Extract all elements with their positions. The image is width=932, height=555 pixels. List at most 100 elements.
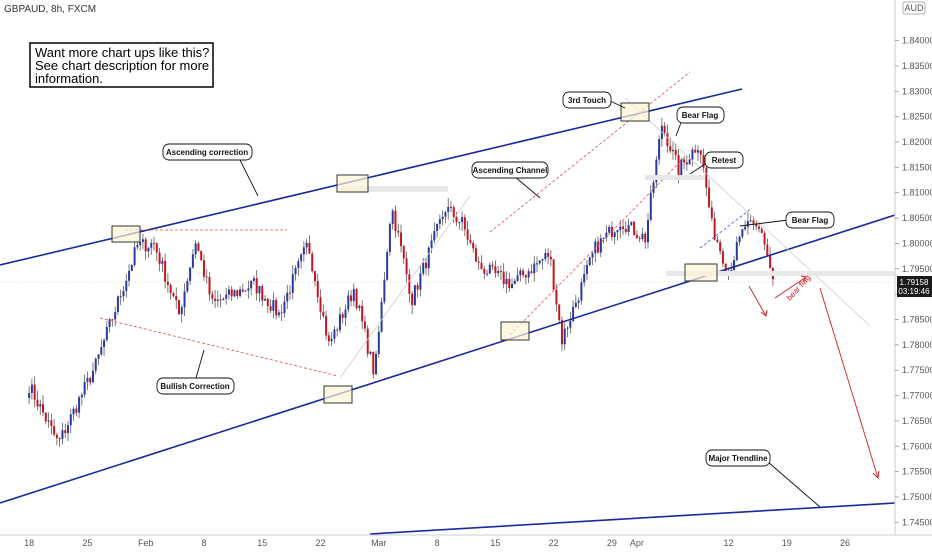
candle-body xyxy=(622,226,625,229)
candle-body xyxy=(497,270,500,274)
candle-body xyxy=(702,154,705,168)
callout-major-trendline xyxy=(705,449,771,467)
candle-body xyxy=(605,232,608,238)
candle-body xyxy=(277,312,280,316)
candle-body xyxy=(508,278,511,289)
pointer-ascending-correction xyxy=(239,159,259,197)
candle-body xyxy=(483,268,486,274)
candle-body xyxy=(627,224,630,232)
candle-body xyxy=(128,270,131,281)
callout-ascending-channel xyxy=(471,161,549,179)
callout-bear-flag-right xyxy=(785,211,835,229)
promo-line-2: See chart description for more xyxy=(35,58,209,73)
candle-body xyxy=(530,271,533,274)
candle-body xyxy=(166,281,169,285)
candle-body xyxy=(583,273,586,283)
candle-body xyxy=(347,295,350,310)
time-tick-label: Mar xyxy=(371,538,387,548)
time-tick-label: 8 xyxy=(435,538,440,548)
candle-body xyxy=(227,289,230,295)
candle-body xyxy=(150,242,153,248)
candle-body xyxy=(424,262,427,269)
candle-body xyxy=(691,149,694,160)
touch-box-6 xyxy=(684,263,718,282)
candle-body xyxy=(125,280,128,291)
resistance-zone xyxy=(340,186,448,192)
candle-body xyxy=(172,293,175,297)
candle-body xyxy=(647,219,650,243)
candle-body xyxy=(538,260,541,264)
candle-body xyxy=(33,384,36,400)
candle-body xyxy=(97,354,100,359)
candle-body xyxy=(766,244,769,256)
candle-body xyxy=(447,206,450,212)
candle-body xyxy=(408,274,411,294)
candle-body xyxy=(158,252,161,264)
candle-body xyxy=(114,312,117,320)
candle-body xyxy=(744,226,747,230)
candle-body xyxy=(594,241,597,254)
candle-body xyxy=(330,338,333,342)
candle-body xyxy=(178,300,180,315)
candle-body xyxy=(252,278,255,281)
time-axis[interactable]: 18 25 Feb 8 15 22 Mar 8 15 22 29 Apr 12 19 26 xyxy=(0,534,932,548)
candle-body xyxy=(358,305,361,309)
candle-body xyxy=(505,278,508,285)
candle-body xyxy=(516,275,519,281)
candle-body xyxy=(552,259,555,290)
candle-body xyxy=(189,267,192,281)
candle-body xyxy=(580,282,583,301)
candle-body xyxy=(680,159,683,176)
currency-badge[interactable] xyxy=(902,1,926,15)
candle-body xyxy=(269,306,272,311)
callout-ascending-correction-text: Ascending correction xyxy=(166,148,248,157)
touch-box-1 xyxy=(111,225,141,243)
candle-body xyxy=(383,279,386,302)
candle-body xyxy=(36,399,39,407)
grey-trend-right xyxy=(624,97,871,327)
candle-body xyxy=(164,260,167,282)
major-trendline-line xyxy=(369,502,896,535)
price-tag xyxy=(897,276,932,297)
candle-body xyxy=(175,296,178,301)
candle-body xyxy=(272,300,275,311)
candle-body xyxy=(78,397,81,413)
candle-body xyxy=(624,228,627,232)
candle-body xyxy=(297,261,300,268)
callout-bullish-correction-text: Bullish Correction xyxy=(160,382,229,391)
candle-body xyxy=(202,260,205,277)
candle-body xyxy=(458,222,461,224)
candle-body xyxy=(144,239,147,252)
callout-third-touch-text: 3rd Touch xyxy=(568,96,606,105)
price-tick-label: 1.80500 xyxy=(902,213,932,223)
candle-body xyxy=(477,261,480,263)
price-axis[interactable]: 1.84000 1.83500 1.83000 1.82500 1.82000 1.815… xyxy=(894,0,932,550)
candle-body xyxy=(533,263,536,274)
price-tick-label: 1.81500 xyxy=(902,162,932,172)
candle-body xyxy=(69,414,72,426)
candle-body xyxy=(666,133,669,147)
candle-body xyxy=(122,290,125,297)
candle-body xyxy=(208,276,211,295)
time-tick-label: 15 xyxy=(257,538,267,548)
candle-body xyxy=(416,285,419,290)
candle-body xyxy=(47,420,50,422)
candle-body xyxy=(91,370,94,383)
candle-body xyxy=(652,182,655,193)
candle-body xyxy=(186,280,189,292)
candle-body xyxy=(369,351,372,354)
candle-body xyxy=(671,149,674,152)
candle-body xyxy=(619,226,622,231)
candle-body xyxy=(275,300,278,316)
candle-body xyxy=(655,159,658,183)
candle-body xyxy=(491,264,494,267)
candle-body xyxy=(741,229,744,237)
candle-body xyxy=(316,281,319,298)
pointer-ascending-channel xyxy=(513,175,541,199)
candle-body xyxy=(222,298,225,300)
candle-body xyxy=(111,319,114,321)
candle-body xyxy=(708,187,711,208)
candle-body xyxy=(338,314,341,331)
